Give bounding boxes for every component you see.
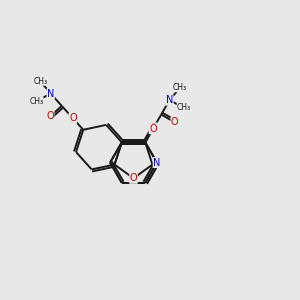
Text: O: O <box>130 173 137 183</box>
Text: CH₃: CH₃ <box>33 76 47 85</box>
Text: O: O <box>150 123 157 133</box>
Text: N: N <box>153 158 161 168</box>
Text: CH₃: CH₃ <box>173 83 187 92</box>
Text: O: O <box>171 117 178 127</box>
Text: CH₃: CH₃ <box>29 97 44 106</box>
Text: N: N <box>166 95 173 105</box>
Text: N: N <box>47 89 54 99</box>
Text: O: O <box>46 111 54 122</box>
Text: O: O <box>149 124 157 134</box>
Text: O: O <box>69 113 76 123</box>
Text: CH₃: CH₃ <box>177 103 191 112</box>
